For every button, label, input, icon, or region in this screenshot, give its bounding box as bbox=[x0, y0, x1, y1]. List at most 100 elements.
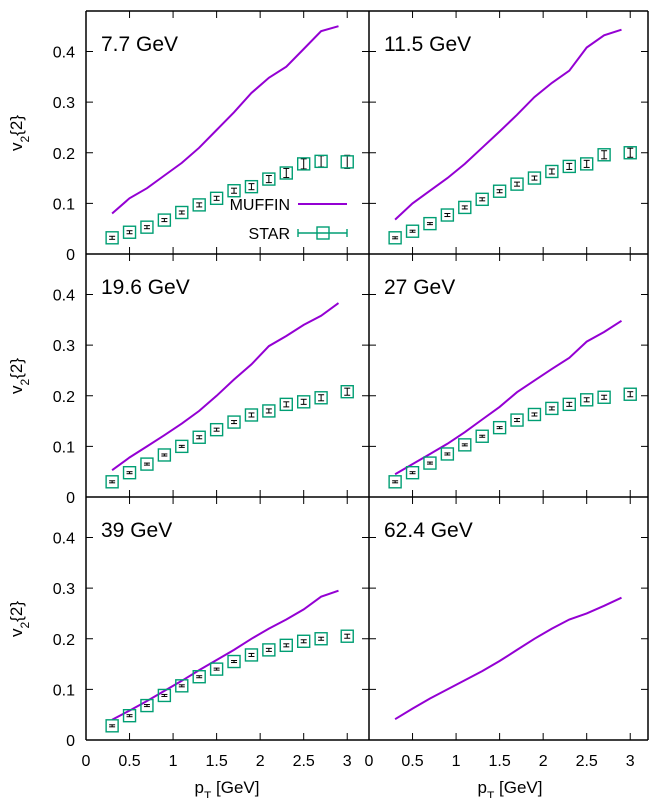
star-point-1-4 bbox=[175, 205, 189, 220]
star-point-4-13 bbox=[623, 387, 637, 401]
series-muffin-line-5 bbox=[111, 589, 339, 721]
star-point-1-12 bbox=[314, 154, 328, 169]
star-point-3-10 bbox=[279, 397, 293, 412]
star-point-1-3 bbox=[157, 213, 172, 227]
ytick-label-row2-0: 0 bbox=[66, 490, 75, 507]
xtick-label-col1-1: 0.5 bbox=[118, 753, 140, 770]
star-point-5-8 bbox=[244, 648, 259, 662]
star-marker-1-12 bbox=[314, 154, 328, 169]
ytick-label-row3-3: 0.3 bbox=[53, 581, 75, 598]
star-marker-3-13 bbox=[340, 385, 354, 399]
legend-label-star: STAR bbox=[249, 226, 290, 243]
star-marker-4-7 bbox=[510, 413, 524, 427]
star-point-1-9 bbox=[262, 172, 276, 186]
panel-title-3: 19.6 GeV bbox=[101, 276, 190, 299]
xtick-label-col1-3: 1.5 bbox=[205, 753, 227, 770]
star-point-5-2 bbox=[140, 698, 154, 713]
star-marker-2-9 bbox=[545, 164, 559, 179]
star-marker-3-7 bbox=[227, 415, 241, 429]
star-marker-1-0 bbox=[105, 231, 119, 245]
legend-label-muffin: MUFFIN bbox=[230, 197, 290, 214]
star-marker-5-12 bbox=[314, 632, 328, 646]
panel-title-5: 39 GeV bbox=[101, 519, 172, 542]
star-point-3-1 bbox=[122, 466, 137, 480]
xtick-label-col2-1: 0.5 bbox=[401, 753, 423, 770]
xtick-label-col1-4: 2 bbox=[256, 753, 265, 770]
xtick-label-col1-6: 3 bbox=[343, 753, 352, 770]
star-point-1-10 bbox=[279, 166, 293, 180]
star-point-3-3 bbox=[157, 448, 172, 462]
xtick-label-col1-0: 0 bbox=[82, 753, 91, 770]
star-point-1-0 bbox=[105, 231, 119, 245]
star-marker-5-1 bbox=[122, 709, 137, 723]
star-point-5-5 bbox=[192, 670, 206, 684]
star-point-2-9 bbox=[545, 164, 559, 179]
star-point-1-2 bbox=[140, 220, 154, 234]
star-marker-5-7 bbox=[227, 654, 241, 669]
series-muffin-line-3 bbox=[111, 302, 340, 472]
star-point-5-13 bbox=[340, 629, 354, 643]
ytick-label-row2-1: 0.1 bbox=[53, 439, 75, 456]
star-point-4-5 bbox=[475, 429, 489, 443]
legend-swatch-star-marker bbox=[316, 226, 330, 240]
ytick-label-row1-0: 0 bbox=[66, 247, 75, 264]
series-muffin-line-4 bbox=[394, 319, 623, 476]
x-axis-label-right: pT [GeV] bbox=[478, 778, 543, 798]
star-marker-1-2 bbox=[140, 220, 154, 234]
star-point-3-7 bbox=[227, 415, 241, 429]
star-point-4-1 bbox=[405, 466, 420, 480]
star-marker-3-4 bbox=[175, 439, 189, 454]
star-marker-5-6 bbox=[209, 662, 224, 676]
star-marker-5-10 bbox=[279, 638, 293, 653]
ytick-label-row3-4: 0.4 bbox=[53, 531, 75, 548]
star-point-4-8 bbox=[527, 407, 542, 422]
star-point-5-12 bbox=[314, 632, 328, 646]
xtick-label-col2-3: 1.5 bbox=[488, 753, 510, 770]
star-marker-1-1 bbox=[122, 225, 137, 239]
star-marker-4-5 bbox=[475, 429, 489, 443]
star-point-2-8 bbox=[527, 171, 542, 185]
star-point-2-3 bbox=[440, 208, 455, 222]
panel-title-1: 7.7 GeV bbox=[101, 33, 178, 56]
star-point-3-8 bbox=[244, 408, 259, 422]
star-point-4-4 bbox=[458, 438, 472, 452]
star-marker-2-8 bbox=[527, 171, 542, 185]
star-point-4-7 bbox=[510, 413, 524, 427]
star-point-3-9 bbox=[262, 404, 276, 418]
star-point-3-11 bbox=[296, 395, 311, 409]
panel-title-6: 62.4 GeV bbox=[384, 519, 473, 542]
star-point-5-10 bbox=[279, 638, 293, 653]
y-axis-label-row1: v2{2} bbox=[7, 115, 32, 151]
star-marker-2-2 bbox=[423, 216, 437, 231]
series-muffin-line-6 bbox=[394, 596, 622, 721]
star-point-5-6 bbox=[209, 662, 224, 676]
star-point-4-12 bbox=[597, 390, 611, 404]
star-marker-1-6 bbox=[209, 191, 224, 206]
star-marker-5-3 bbox=[157, 688, 172, 703]
star-marker-2-10 bbox=[562, 159, 576, 174]
panel-2: 11.5 GeV bbox=[368, 11, 648, 255]
star-point-2-4 bbox=[458, 200, 472, 215]
star-point-4-2 bbox=[423, 456, 437, 470]
star-point-3-13 bbox=[340, 385, 354, 399]
ytick-label-row1-1: 0.1 bbox=[53, 196, 75, 213]
star-marker-3-8 bbox=[244, 408, 259, 422]
star-marker-5-8 bbox=[244, 648, 259, 662]
star-marker-3-0 bbox=[105, 475, 119, 489]
xtick-label-col2-6: 3 bbox=[626, 753, 635, 770]
star-marker-4-2 bbox=[423, 456, 437, 470]
star-marker-1-9 bbox=[262, 172, 276, 186]
star-point-2-7 bbox=[510, 177, 524, 191]
star-marker-3-11 bbox=[296, 395, 311, 409]
star-marker-4-4 bbox=[458, 438, 472, 452]
star-point-2-12 bbox=[597, 148, 611, 162]
xtick-label-col1-5: 2.5 bbox=[293, 753, 315, 770]
star-marker-4-6 bbox=[492, 420, 507, 435]
star-marker-4-11 bbox=[579, 393, 594, 407]
star-marker-4-13 bbox=[623, 387, 637, 401]
ytick-label-row1-4: 0.4 bbox=[53, 45, 75, 62]
panel-title-4: 27 GeV bbox=[384, 276, 455, 299]
star-point-5-11 bbox=[296, 634, 311, 648]
axes-text-group: 0 0.1 0.2 0.3 0.4 0 0.1 0.2 0.3 0.4 0 0.1 0.2 0.3 0.4 0… bbox=[53, 45, 635, 771]
star-marker-1-8 bbox=[244, 179, 259, 194]
